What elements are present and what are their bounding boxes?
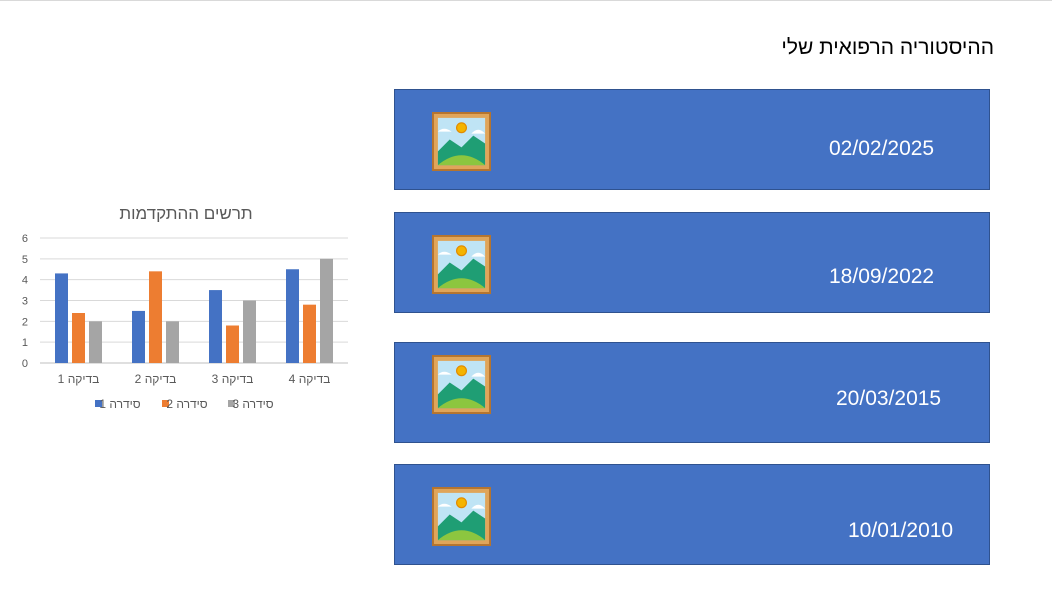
x-tick-label: בדיקה 1 bbox=[58, 372, 100, 386]
y-tick-label: 6 bbox=[22, 233, 28, 245]
legend-swatch bbox=[228, 400, 235, 407]
bar bbox=[320, 258, 333, 363]
bar bbox=[286, 269, 299, 363]
y-tick-label: 2 bbox=[22, 316, 28, 328]
y-tick-label: 1 bbox=[22, 337, 28, 349]
bar bbox=[132, 310, 145, 363]
legend-label: סידרה 3 bbox=[232, 397, 273, 411]
record-card-1[interactable]: 02/02/2025 bbox=[394, 89, 990, 190]
y-tick-label: 5 bbox=[22, 254, 28, 266]
bar bbox=[55, 273, 68, 363]
picture-icon bbox=[432, 487, 491, 546]
picture-icon bbox=[432, 112, 491, 171]
record-card-4[interactable]: 10/01/2010 bbox=[394, 464, 990, 565]
y-tick-label: 4 bbox=[22, 275, 28, 287]
record-date: 20/03/2015 bbox=[836, 387, 942, 410]
bar bbox=[243, 300, 256, 363]
bar bbox=[209, 290, 222, 363]
x-tick-label: בדיקה 4 bbox=[289, 372, 331, 386]
bar bbox=[89, 321, 102, 363]
legend-label: סידרה 2 bbox=[166, 397, 207, 411]
progress-chart: תרשים ההתקדמות 0 1 2 3 4 5 6 בדיקה 1 בדיקה 2 בדיקה… bbox=[0, 190, 380, 430]
legend-swatch bbox=[95, 400, 102, 407]
record-card-2[interactable]: 18/09/2022 bbox=[394, 212, 990, 313]
chart-title: תרשים ההתקדמות bbox=[119, 204, 252, 223]
top-border bbox=[0, 0, 1052, 1]
record-card-3[interactable]: 20/03/2015 bbox=[394, 342, 990, 443]
record-date: 18/09/2022 bbox=[829, 265, 935, 288]
picture-icon bbox=[432, 355, 491, 414]
chart-svg: תרשים ההתקדמות 0 1 2 3 4 5 6 בדיקה 1 בדיקה 2 בדיקה… bbox=[22, 204, 348, 411]
bar bbox=[303, 304, 316, 363]
page-title: ההיסטוריה הרפואית שלי bbox=[781, 36, 994, 59]
bar bbox=[166, 321, 179, 363]
y-tick-label: 3 bbox=[22, 296, 28, 308]
bar bbox=[226, 325, 239, 363]
x-tick-label: בדיקה 2 bbox=[135, 372, 177, 386]
bar bbox=[149, 271, 162, 363]
legend-swatch bbox=[162, 400, 169, 407]
y-tick-label: 0 bbox=[22, 358, 28, 370]
picture-icon bbox=[432, 235, 491, 294]
x-tick-label: בדיקה 3 bbox=[212, 372, 254, 386]
record-date: 10/01/2010 bbox=[848, 519, 954, 542]
bar bbox=[72, 313, 85, 363]
record-date: 02/02/2025 bbox=[829, 137, 935, 160]
legend-label: סידרה 1 bbox=[99, 397, 140, 411]
